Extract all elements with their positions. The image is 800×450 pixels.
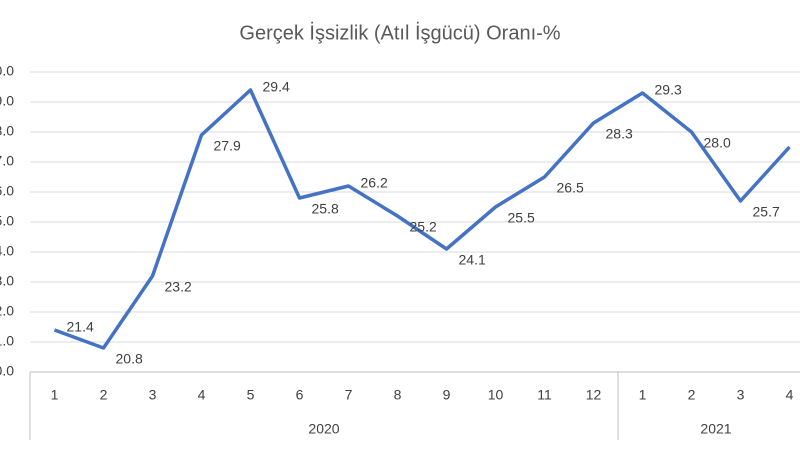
x-tick-label: 3 [737,387,745,403]
y-tick-label: 29.0 [0,93,14,109]
data-label: 24.1 [459,252,486,268]
chart-title: Gerçek İşsizlik (Atıl İşgücü) Oranı-% [239,21,560,44]
x-tick-label: 12 [586,387,602,403]
data-label: 26.5 [557,180,584,196]
x-tick-label: 4 [198,387,206,403]
data-label: 25.8 [312,201,339,217]
x-tick-label: 4 [786,387,794,403]
data-label: 25.2 [410,219,437,235]
data-label: 29.4 [263,79,290,95]
x-tick-label: 11 [537,387,552,403]
x-tick-label: 5 [247,387,255,403]
y-tick-label: 23.0 [0,273,14,289]
data-label: 26.2 [361,175,388,191]
y-tick-label: 24.0 [0,243,14,259]
y-tick-label: 30.0 [0,63,14,79]
x-tick-label: 6 [296,387,304,403]
y-tick-label: 20.0 [0,363,14,379]
y-tick-label: 25.0 [0,213,14,229]
x-tick-label: 2 [100,387,108,403]
x-tick-label: 8 [394,387,402,403]
y-tick-label: 22.0 [0,303,14,319]
x-tick-label: 3 [149,387,157,403]
x-tick-label: 7 [345,387,353,403]
x-tick-label: 2 [688,387,696,403]
y-tick-label: 27.0 [0,153,14,169]
data-label: 27.9 [214,138,241,154]
y-tick-label: 21.0 [0,333,14,349]
x-tick-label: 9 [443,387,451,403]
data-label: 25.7 [753,204,780,220]
data-label: 21.4 [67,319,94,335]
group-label: 2020 [308,421,339,437]
data-label: 20.8 [116,351,143,367]
x-tick-label: 1 [639,387,647,403]
data-label: 25.5 [508,210,535,226]
x-tick-label: 10 [488,387,504,403]
group-label: 2021 [700,421,731,437]
y-tick-label: 28.0 [0,123,14,139]
data-label: 29.3 [655,82,682,98]
data-label: 28.0 [704,135,731,151]
data-line [53,88,791,350]
y-tick-label: 26.0 [0,183,14,199]
x-tick-label: 1 [51,387,59,403]
data-label: 28.3 [606,126,633,142]
data-label: 23.2 [165,279,192,295]
